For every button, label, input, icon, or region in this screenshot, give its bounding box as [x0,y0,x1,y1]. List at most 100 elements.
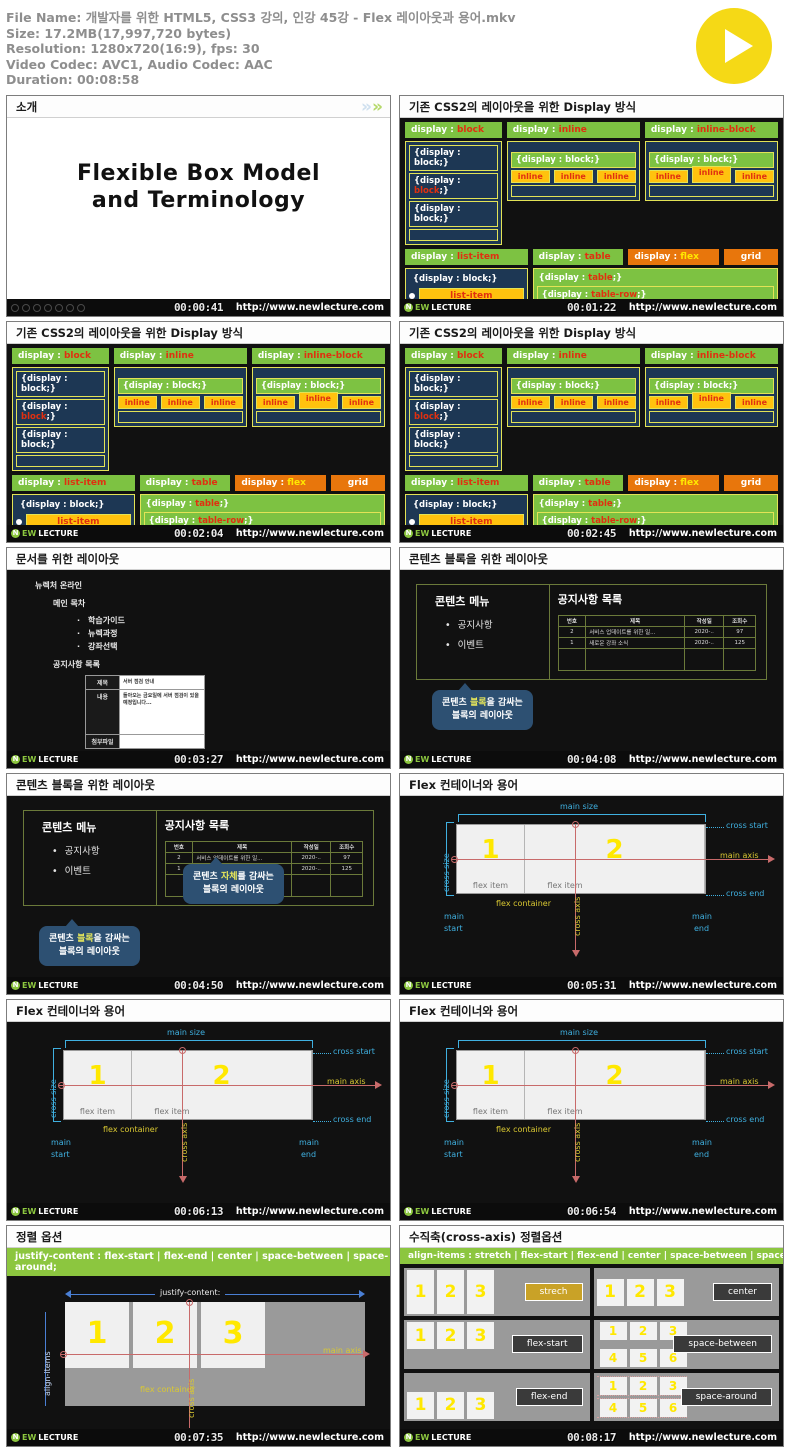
logo-ew: EW [415,1207,430,1216]
inline-head: {display : block;} [510,152,636,168]
notice-table: 번호 제목 작성일 조회수 2 서비스 업데이트를 위한 일... 2020-.… [557,615,756,671]
cell-no: 1 [557,637,587,649]
logo-ew: EW [415,529,430,538]
slide-body: align-items : stretch | flex-start | fle… [400,1248,783,1430]
thumbnail-1[interactable]: 소개 »» Flexible Box Model and Terminology… [6,95,391,317]
site-url: http://www.newlecture.com [628,528,777,539]
logo-mark: N [404,755,413,764]
label-main-end-2: end [301,1150,317,1159]
label-main-axis: main axis [327,1077,366,1086]
label-main-end-2: end [694,1150,710,1159]
list-item-row: list-item [409,288,524,300]
thumbnail-6[interactable]: 콘텐츠 블록을 위한 레이아웃 콘텐츠 메뉴 공지사항 이벤트 공지사항 목록 [399,547,784,769]
callout-line-2: 블록의 레이아웃 [202,885,264,895]
item-label: flex item [547,1107,583,1116]
prev-icon[interactable] [11,303,19,312]
collapse-icon[interactable] [77,303,85,312]
slide-title-text: 수직축(cross-axis) 정렬옵션 [409,1229,563,1244]
thumbnail-2[interactable]: 기존 CSS2의 레이아웃을 위한 Display 방식 display : b… [399,95,784,317]
label-cross-end: cross end [726,1115,765,1124]
panel-inline: {display : block;} inline inline inline [113,367,247,427]
logo-ew: EW [22,1433,37,1442]
thumbnail-7[interactable]: 콘텐츠 블록을 위한 레이아웃 콘텐츠 메뉴 공지사항 이벤트 공지사항 목록 [6,773,391,995]
list-item-box: list-item [419,288,524,300]
timecode: 00:03:27 [174,753,223,766]
zoom-icon[interactable] [55,303,63,312]
panel-table: {display : table;} {display : table-row;… [532,268,778,300]
cross-start-marker [572,1047,579,1054]
timecode: 00:06:54 [567,1205,616,1218]
menu-item[interactable]: 공지사항 [445,617,549,631]
main-size-brace [458,1040,706,1048]
slide-title-bar: 소개 »» [7,96,390,118]
slide-footer: N EW LECTURE 00:02:04 http://www.newlect… [7,525,390,542]
thumbnail-11[interactable]: 정렬 옵션 justify-content : flex-start | fle… [6,1225,391,1447]
item-number: 1 [86,1316,108,1351]
cross-axis-arrow [179,1176,187,1183]
play-small-icon[interactable] [22,303,30,312]
align-items-panels: 1 2 3 strech 1 2 3 flex-start [400,1264,783,1425]
table-label: {display : table;} [538,499,623,509]
main-toc-label: 메인 목차 [53,599,86,608]
cell-title[interactable]: 서비스 업데이트를 위한 일... [585,626,685,638]
slide-title-text: 기존 CSS2의 레이아웃을 위한 Display 방식 [409,99,637,114]
align-items-arrow [45,1312,46,1406]
thumbnail-4[interactable]: 기존 CSS2의 레이아웃을 위한 Display 방식 display : b… [399,321,784,543]
timecode: 00:04:08 [567,753,616,766]
css2-diagram: display : block {display : block;} {disp… [400,344,783,526]
thumbnail-12[interactable]: 수직축(cross-axis) 정렬옵션 align-items : stret… [399,1225,784,1447]
slide-footer: N EW LECTURE 00:07:35 http://www.newlect… [7,1429,390,1446]
slide-footer: N EW LECTURE 00:01:22 http://www.newlect… [400,299,783,316]
block-line-2: {display : block;} [409,399,498,425]
table-row-box: {display : table-row;} {display : table-… [536,512,774,526]
main-axis-line [452,859,772,860]
pen-icon[interactable] [33,303,41,312]
block-spacer [16,455,105,467]
play-icon [725,29,753,63]
menu-item[interactable]: 이벤트 [52,863,156,877]
block-spacer [409,229,498,241]
thumbnail-3[interactable]: 기존 CSS2의 레이아웃을 위한 Display 방식 display : b… [6,321,391,543]
timecode: 00:08:17 [567,1431,616,1444]
align-tag-stretch: strech [524,1283,583,1302]
label-main-start-1: main [444,1138,464,1147]
list-item-box: list-item [26,514,131,526]
cross-axis-arrow [572,950,580,957]
panel-list-item: {display : block;} list-item [405,494,528,526]
site-url: http://www.newlecture.com [235,1206,384,1217]
logo-lecture: LECTURE [38,1207,79,1216]
inline-tag: inline [648,396,688,409]
th-date: 작성일 [290,841,332,853]
menu-item[interactable]: 공지사항 [52,843,156,857]
copy-icon[interactable] [44,303,52,312]
thumbnail-9[interactable]: Flex 컨테이너와 용어 main size cross size 1 fle… [6,999,391,1221]
cell-title[interactable]: 새로운 강좌 소식 [585,637,685,649]
menu-item[interactable]: 이벤트 [445,637,549,651]
thumbnail-8[interactable]: Flex 컨테이너와 용어 main size cross size 1 fle… [399,773,784,995]
logo-ew: EW [415,981,430,990]
thumbnail-5[interactable]: 문서를 위한 레이아웃 뉴렉처 온라인 메인 목차 학습가이드 뉴렉과정 강좌선… [6,547,391,769]
logo-mark: N [404,981,413,990]
table-row: 2 서비스 업데이트를 위한 일... 2020-.. 97 [164,852,363,864]
notice-list-block: 공지사항 목록 번호 제목 작성일 조회수 2 서비스 업데이트를 위한 일..… [550,585,766,679]
cell-title[interactable]: 서비스 업데이트를 위한 일... [192,852,292,864]
minus-icon[interactable] [66,303,74,312]
inline-tag: inline [596,170,636,183]
play-button[interactable] [696,8,772,84]
inline-tags: inline inline inline [510,396,636,409]
player-controls[interactable] [11,303,85,312]
cross-axis-line [182,1050,183,1178]
notice-list-heading: 공지사항 목록 [557,593,623,606]
block-line-3: {display : block;} [16,427,105,453]
thumbnail-10[interactable]: Flex 컨테이너와 용어 main size cross size 1 fle… [399,999,784,1221]
item-label: flex item [79,1107,116,1116]
item-number: 1 [88,1061,107,1091]
inline-tag: inline [691,392,731,409]
align-tag-flex-start: flex-start [511,1335,583,1354]
slide-title-bar: 수직축(cross-axis) 정렬옵션 [400,1226,783,1248]
th-title: 제목 [585,615,685,627]
label-align-items: align-items [43,1351,52,1396]
toc-list: 학습가이드 뉴렉과정 강좌선택 [77,615,390,652]
ai-item: 5 [629,1398,657,1417]
cell-no: 2 [557,626,587,638]
